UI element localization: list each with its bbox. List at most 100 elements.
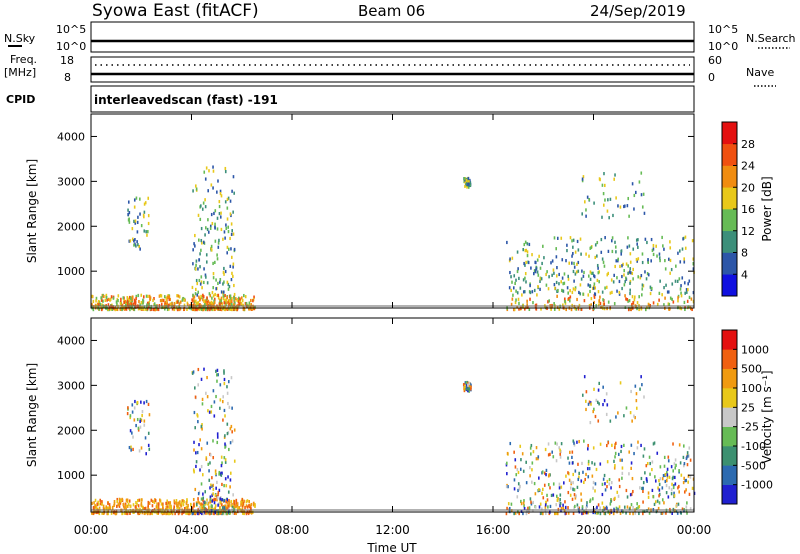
echo-cell (564, 511, 567, 516)
echo-cell (168, 307, 170, 311)
echo-cell (589, 270, 592, 274)
echo-cell (506, 240, 508, 245)
echo-cell (672, 469, 674, 473)
echo-cell (165, 511, 167, 516)
echo-cell (623, 283, 626, 287)
echo-cell (659, 465, 662, 469)
echo-cell (638, 505, 641, 509)
echo-cell (223, 377, 226, 382)
echo-cell (573, 441, 575, 445)
echo-cell (178, 501, 180, 505)
echo-cell (594, 414, 597, 419)
echo-cell (209, 500, 212, 504)
echo-cell (122, 503, 125, 507)
echo-cell (552, 455, 555, 459)
echo-cell (96, 502, 98, 506)
echo-cell (598, 177, 601, 181)
echo-cell (184, 509, 186, 513)
echo-cell (236, 502, 239, 506)
echo-cell (608, 511, 611, 516)
echo-cell (161, 509, 164, 513)
echo-cell (186, 511, 189, 516)
echo-cell (657, 486, 659, 490)
echo-cell (634, 190, 637, 195)
echo-cell (567, 277, 570, 281)
echo-cell (210, 508, 213, 513)
echo-cell (216, 379, 218, 383)
echo-cell (197, 383, 200, 387)
echo-cell (579, 292, 582, 296)
echo-cell (218, 238, 220, 242)
echo-cell (204, 205, 207, 209)
echo-cell (229, 478, 232, 482)
echo-cell (135, 500, 137, 505)
colorbar-segment (722, 274, 737, 297)
echo-cell (203, 267, 205, 271)
echo-cell (581, 511, 583, 516)
echo-cell (147, 294, 149, 298)
echo-cell (197, 290, 200, 294)
echo-cell (686, 463, 689, 467)
echo-cell (548, 299, 550, 303)
echo-cell (200, 482, 203, 486)
echo-cell (171, 302, 173, 306)
echo-cell (116, 499, 119, 504)
echo-cell (118, 504, 121, 508)
echo-cell (224, 458, 227, 462)
echo-cell (225, 307, 227, 311)
echo-cell (227, 196, 230, 200)
echo-cell (604, 286, 606, 290)
echo-cell (138, 299, 140, 304)
echo-cell (227, 507, 229, 511)
echo-cell (212, 492, 214, 496)
echo-cell (514, 281, 516, 286)
echo-cell (554, 511, 556, 516)
echo-cell (640, 274, 643, 278)
echo-cell (246, 499, 249, 503)
echo-cell (198, 443, 200, 447)
colorbar-tick-label: 8 (741, 247, 748, 260)
echo-cell (224, 169, 227, 174)
echo-cell (520, 502, 523, 506)
echo-cell (604, 236, 606, 240)
echo-cell (194, 307, 197, 311)
echo-cell (125, 303, 127, 308)
echo-cell (198, 501, 201, 505)
echo-cell (522, 469, 525, 473)
echo-cell (589, 420, 592, 425)
echo-cell (523, 242, 526, 247)
echo-cell (578, 471, 580, 475)
echo-cell (216, 440, 219, 445)
echo-cell (564, 500, 566, 504)
echo-cell (199, 305, 201, 309)
echo-cell (511, 280, 513, 284)
echo-cell (173, 505, 175, 509)
echo-cell (640, 476, 643, 481)
echo-cell (124, 299, 127, 304)
echo-cell (571, 303, 573, 308)
echo-cell (233, 459, 236, 463)
echo-cell (211, 499, 214, 503)
echo-cell (133, 298, 136, 302)
echo-cell (210, 504, 213, 508)
power-y-axis-label: Slant Range [km] (25, 159, 39, 263)
echo-cell (662, 244, 664, 248)
echo-cell (194, 487, 197, 492)
echo-cell (547, 287, 550, 291)
echo-cell (683, 462, 686, 466)
echo-cell (147, 505, 149, 510)
echo-cell (214, 292, 216, 297)
echo-cell (464, 387, 467, 391)
echo-cell (212, 186, 214, 190)
echo-cell (467, 176, 470, 181)
echo-cell (142, 213, 145, 217)
echo-cell (197, 492, 200, 496)
echo-cell (510, 502, 513, 506)
echo-cell (228, 511, 231, 515)
echo-cell (92, 307, 95, 312)
echo-cell (250, 303, 252, 307)
echo-cell (635, 238, 638, 242)
echo-cell (601, 290, 604, 294)
echo-cell (585, 252, 587, 256)
echo-cell (133, 406, 136, 410)
